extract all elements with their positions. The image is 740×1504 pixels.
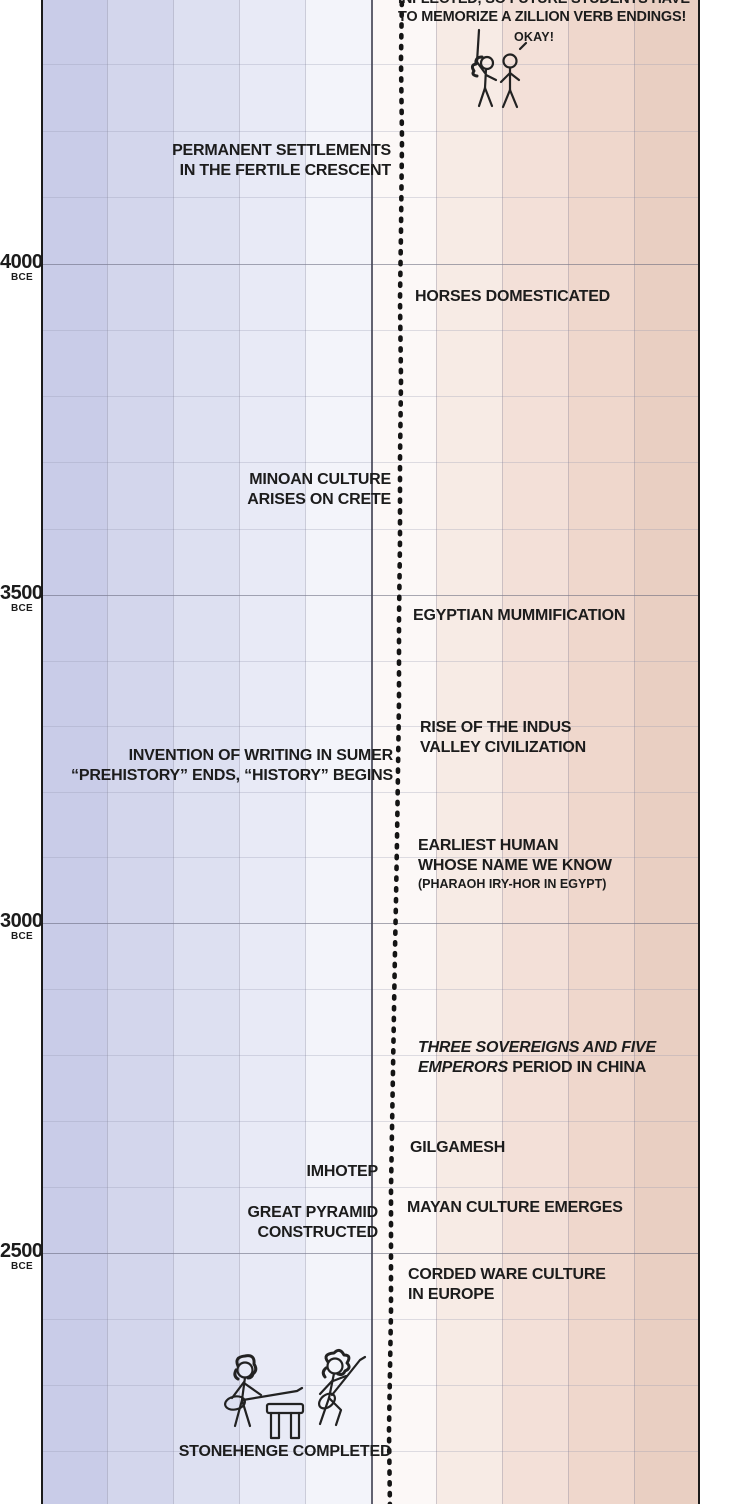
event-label-text: VALLEY CIVILIZATION — [420, 739, 586, 757]
event-label-text: EARLIEST HUMAN — [418, 837, 559, 854]
tick-year-label: 4000 — [0, 250, 43, 273]
tick-era-label: BCE — [10, 603, 33, 614]
event-label: RISE OF THE INDUS VALLEY CIVILIZATION — [420, 718, 586, 759]
event-label-text: INVENTION OF WRITING IN SUMER — [128, 747, 394, 764]
event-label-text: THREE SOVEREIGNS AND FIVE — [418, 1039, 657, 1056]
tick-era-label: BCE — [10, 1261, 33, 1272]
gridline-vertical — [304, 0, 306, 1504]
event-label-text: PERIOD IN CHINA — [507, 1059, 647, 1077]
event-label-text: PERMANENT SETTLEMENTS — [172, 142, 391, 159]
speech-text-line2: TO MEMORIZE A ZILLION VERB ENDINGS! — [398, 9, 687, 25]
event-label-text: IN EUROPE — [408, 1286, 495, 1304]
event-label-line: CORDED WARE CULTURE — [408, 1265, 606, 1285]
event-label-line: STONEHENGE COMPLETED — [125, 1442, 445, 1462]
y-axis-tick: 4000 BCE — [0, 250, 43, 283]
event-label-text: HORSES DOMESTICATED — [415, 288, 611, 305]
gridline-vertical — [436, 0, 438, 1504]
event-label-line: EGYPTIAN MUMMIFICATION — [413, 606, 625, 626]
chart-left-border — [41, 0, 43, 1504]
event-label-text: ARISES ON CRETE — [247, 491, 391, 509]
event-label-text: IN THE FERTILE CRESCENT — [179, 162, 392, 180]
event-label-line: THREE SOVEREIGNS AND FIVE — [418, 1038, 656, 1058]
event-label-line: HORSES DOMESTICATED — [415, 287, 610, 307]
event-label: GREAT PYRAMID CONSTRUCTED — [247, 1203, 379, 1244]
y-axis-tick: 3000 BCE — [0, 910, 43, 942]
event-label-text: WHOSE NAME WE KNOW — [418, 857, 612, 875]
event-label-line: EARLIEST HUMAN — [418, 836, 612, 856]
event-label-text: MAYAN CULTURE EMERGES — [407, 1199, 623, 1216]
event-label: EARLIEST HUMAN WHOSE NAME WE KNOW (PHARAOH… — [418, 836, 612, 893]
event-label: THREE SOVEREIGNS AND FIVE EMPERORS PERIOD… — [418, 1038, 656, 1079]
event-label-text: IMHOTEP — [306, 1163, 379, 1180]
event-label-text: GREAT PYRAMID — [247, 1204, 379, 1221]
event-label-text: RISE OF THE INDUS — [420, 719, 572, 736]
y-axis-tick: 2500 BCE — [0, 1240, 43, 1272]
event-label-line: IN EUROPE — [408, 1285, 606, 1305]
event-label-line: ARISES ON CRETE — [247, 490, 391, 510]
tick-era-label: BCE — [10, 271, 33, 283]
gridline-vertical — [172, 0, 174, 1504]
event-label-line: VALLEY CIVILIZATION — [420, 738, 586, 758]
stick-figures-talking-icon — [470, 28, 528, 109]
event-label-line: MINOAN CULTURE — [247, 470, 391, 490]
event-label-text: (PHARAOH IRY-HOR IN EGYPT) — [418, 876, 607, 891]
zero-anomaly-line — [370, 0, 373, 1504]
event-label-line: “PREHISTORY” ENDS, “HISTORY” BEGINS — [71, 766, 393, 786]
event-label-text: EMPERORS — [418, 1059, 508, 1077]
event-label-line: IMHOTEP — [307, 1162, 379, 1182]
event-label: HORSES DOMESTICATED — [415, 287, 610, 307]
event-label-line: GREAT PYRAMID — [247, 1203, 379, 1223]
event-label-text: MINOAN CULTURE — [249, 471, 391, 488]
event-label-line: IN THE FERTILE CRESCENT — [172, 161, 392, 181]
event-label-line: EMPERORS PERIOD IN CHINA — [418, 1058, 656, 1078]
tick-year-label: 3000 — [0, 910, 43, 932]
gridline-vertical — [502, 0, 504, 1504]
gridline-vertical — [634, 0, 636, 1504]
event-label-line: WHOSE NAME WE KNOW — [418, 856, 612, 876]
event-label-text: CONSTRUCTED — [257, 1224, 379, 1242]
event-label-line: RISE OF THE INDUS — [420, 718, 586, 738]
event-label-line: (PHARAOH IRY-HOR IN EGYPT) — [418, 877, 612, 893]
gridline-vertical — [238, 0, 240, 1504]
event-label: INVENTION OF WRITING IN SUMER “PREHISTORY… — [71, 746, 393, 787]
event-label: GILGAMESH — [410, 1138, 505, 1158]
event-label-text: CORDED WARE CULTURE — [408, 1266, 606, 1283]
event-label: MAYAN CULTURE EMERGES — [407, 1198, 623, 1218]
stonehenge-guitarists-icon — [224, 1348, 367, 1440]
tick-year-label: 2500 — [0, 1240, 43, 1262]
event-label: EGYPTIAN MUMMIFICATION — [413, 606, 625, 626]
event-label-line: CONSTRUCTED — [248, 1223, 379, 1243]
event-label: CORDED WARE CULTURE IN EUROPE — [408, 1265, 606, 1306]
chart-right-border — [698, 0, 700, 1504]
event-label: PERMANENT SETTLEMENTS IN THE FERTILE CRES… — [172, 141, 391, 182]
event-label-line: INVENTION OF WRITING IN SUMER — [71, 746, 394, 766]
event-label: STONEHENGE COMPLETED — [125, 1442, 445, 1462]
event-label-line: MAYAN CULTURE EMERGES — [407, 1198, 623, 1218]
tick-year-label: 3500 — [0, 582, 43, 604]
gridline-vertical — [568, 0, 570, 1504]
okay-reply-text: OKAY! — [514, 30, 555, 44]
speech-text-line1: INFLECTED, SO FUTURE STUDENTS HAVE — [398, 0, 690, 8]
event-label: MINOAN CULTURE ARISES ON CRETE — [247, 470, 391, 511]
event-label-line: GILGAMESH — [410, 1138, 505, 1158]
tick-era-label: BCE — [10, 931, 33, 942]
y-axis-tick: 3500 BCE — [0, 582, 43, 614]
event-label: IMHOTEP — [307, 1162, 379, 1182]
event-label-text: EGYPTIAN MUMMIFICATION — [413, 607, 626, 624]
gridline-vertical — [106, 0, 108, 1504]
event-label-text: “PREHISTORY” ENDS, “HISTORY” BEGINS — [71, 767, 393, 785]
event-label-text: GILGAMESH — [410, 1139, 506, 1156]
event-label-text: STONEHENGE COMPLETED — [178, 1443, 392, 1460]
event-label-line: PERMANENT SETTLEMENTS — [172, 141, 391, 161]
